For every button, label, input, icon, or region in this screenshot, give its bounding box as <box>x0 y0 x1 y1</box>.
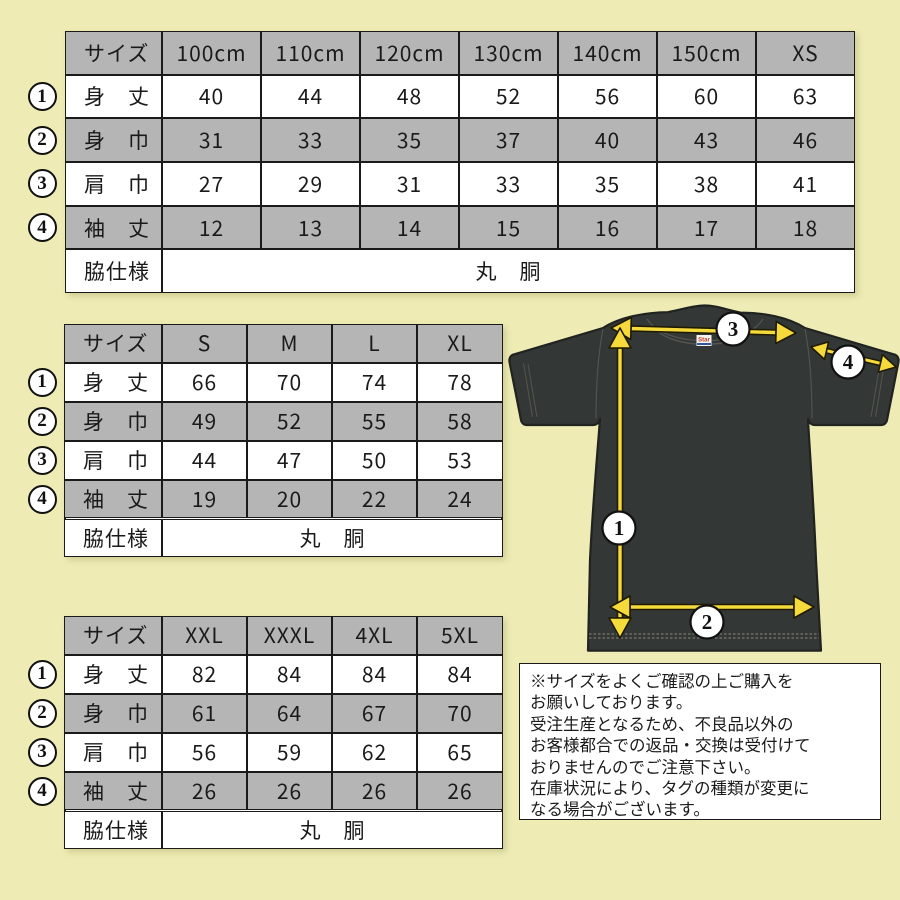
svg-text:3: 3 <box>728 317 739 341</box>
svg-text:Star: Star <box>698 338 710 344</box>
svg-text:2: 2 <box>702 610 713 634</box>
svg-text:4: 4 <box>843 350 854 374</box>
svg-text:1: 1 <box>614 516 625 540</box>
